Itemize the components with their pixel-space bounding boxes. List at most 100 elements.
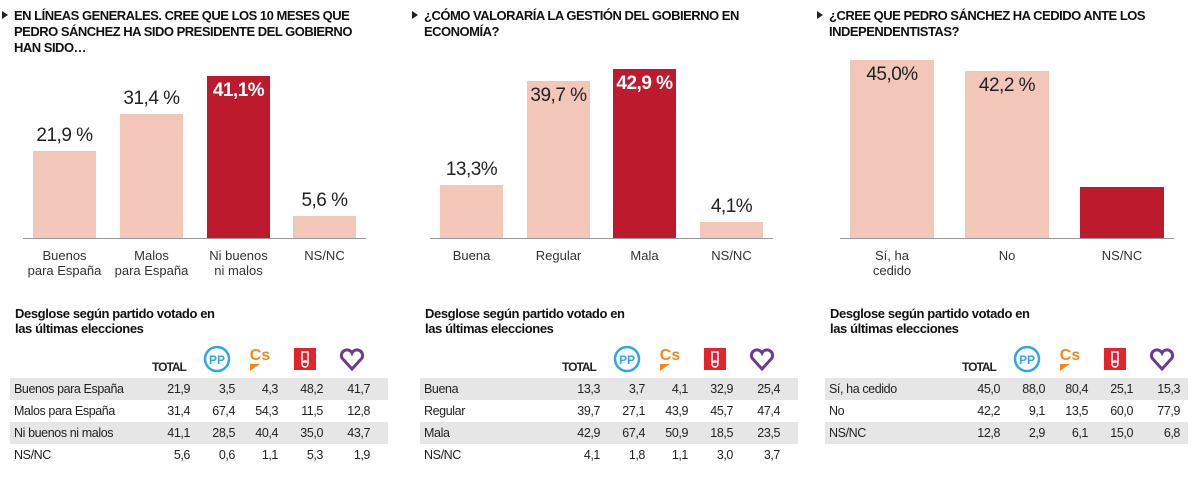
bar-3 xyxy=(700,221,763,238)
category-line: cedido xyxy=(872,263,912,278)
row-label: Ni buenos ni malos xyxy=(14,426,114,440)
cell-value: 50,9 xyxy=(665,426,688,440)
psoe-logo-icon xyxy=(291,345,319,373)
table-row: NS/NC 5,6 0,6 1,1 5,3 1,9 xyxy=(10,444,388,466)
cell-value: 3,7 xyxy=(628,382,646,396)
pp-logo-icon: PP xyxy=(1013,345,1041,373)
cell-value: 4,3 xyxy=(261,382,279,396)
breakdown-line: las últimas elecciones xyxy=(15,321,144,336)
cell-value: 18,5 xyxy=(710,426,733,440)
table-row: Sí, ha cedido 45,0 88,0 80,4 25,1 15,3 xyxy=(825,378,1188,400)
cell-value: 13,5 xyxy=(1065,404,1088,418)
breakdown-line: las últimas elecciones xyxy=(830,321,959,336)
chart-panel: En líneas generales. Cree que los 10 mes… xyxy=(0,0,400,494)
category-line: Ni buenos xyxy=(209,248,268,263)
category-line: NS/NC xyxy=(711,248,752,263)
question-title: ¿Cree que Pedro Sánchez ha cedido ante l… xyxy=(815,8,1180,40)
total-header: TOTAL xyxy=(152,360,187,374)
value-label: 12,8 % xyxy=(1093,161,1151,183)
cell-value: 77,9 xyxy=(1157,404,1180,418)
cell-value: 23,5 xyxy=(757,426,780,440)
row-label: No xyxy=(829,404,845,418)
cell-value: 54,3 xyxy=(255,404,278,418)
breakdown-title: Desglose según partido votado en las últi… xyxy=(15,306,215,336)
cell-value: 12,8 xyxy=(977,426,1000,440)
podemos-heart-icon xyxy=(748,345,776,373)
category-label: Mala xyxy=(598,248,691,263)
svg-text:Cs: Cs xyxy=(1060,347,1081,364)
table-row: Mala 42,9 67,4 50,9 18,5 23,5 xyxy=(420,422,798,444)
baseline xyxy=(840,238,1174,239)
category-label: No xyxy=(950,248,1064,263)
cell-value: 15,0 xyxy=(1110,426,1133,440)
row-label: Mala xyxy=(424,426,450,440)
cell-value: 0,6 xyxy=(218,448,236,462)
bar-0 xyxy=(33,151,96,238)
pp-logo-icon: PP xyxy=(613,345,641,373)
category-label: Regular xyxy=(512,248,605,263)
table-row: Malos para España 31,4 67,4 54,3 11,5 12,8 xyxy=(10,400,388,422)
category-line: Malos xyxy=(134,248,169,263)
cell-value: 40,4 xyxy=(255,426,278,440)
cs-logo-icon: Cs xyxy=(656,345,684,373)
cell-value: 6,8 xyxy=(1163,426,1181,440)
table-row: Buenos para España 21,9 3,5 4,3 48,2 41,7 xyxy=(10,378,388,400)
cell-value: 1,1 xyxy=(671,448,689,462)
category-line: Sí, ha xyxy=(875,248,909,263)
bar-2 xyxy=(613,68,676,238)
cell-value: 31,4 xyxy=(167,404,190,418)
category-label: NS/NC xyxy=(685,248,778,263)
bar-3 xyxy=(293,215,356,238)
breakdown-line: Desglose según partido votado en xyxy=(15,306,215,321)
table-row: Ni buenos ni malos 41,1 28,5 40,4 35,0 43,7 xyxy=(10,422,388,444)
category-line: Regular xyxy=(535,248,582,263)
value-label: 31,4 % xyxy=(123,87,180,109)
cell-value: 25,4 xyxy=(757,382,780,396)
question-title: En líneas generales. Cree que los 10 mes… xyxy=(0,8,380,56)
podemos-heart-icon xyxy=(1148,345,1176,373)
cell-value: 41,1 xyxy=(167,426,190,440)
cell-value: 3,0 xyxy=(716,448,734,462)
cs-logo-icon: Cs xyxy=(246,345,274,373)
cell-value: 6,1 xyxy=(1071,426,1089,440)
category-line: Buenos xyxy=(42,248,87,263)
table-row: Buena 13,3 3,7 4,1 32,9 25,4 xyxy=(420,378,798,400)
cell-value: 28,5 xyxy=(212,426,235,440)
podemos-heart-icon xyxy=(338,345,366,373)
breakdown-title: Desglose según partido votado en las últi… xyxy=(425,306,625,336)
row-label: Sí, ha cedido xyxy=(829,382,897,396)
category-label: NS/NC xyxy=(1065,248,1179,263)
category-label: Buena xyxy=(425,248,518,263)
value-label: 4,1% xyxy=(710,195,753,217)
cell-value: 12,8 xyxy=(347,404,370,418)
row-label: Buenos para España xyxy=(14,382,124,396)
category-line: NS/NC xyxy=(1101,248,1143,263)
cell-value: 9,1 xyxy=(1028,404,1046,418)
arrow-icon xyxy=(817,11,823,19)
arrow-icon xyxy=(412,11,418,19)
total-header: TOTAL xyxy=(962,360,997,374)
question-text: ¿Cómo valoraría la gestión del Gobierno … xyxy=(424,8,739,39)
total-header: TOTAL xyxy=(562,360,597,374)
cell-value: 42,2 xyxy=(977,404,1000,418)
chart-panel: ¿Cree que Pedro Sánchez ha cedido ante l… xyxy=(815,0,1200,494)
value-label: 39,7 % xyxy=(530,85,587,107)
cell-value: 47,4 xyxy=(757,404,780,418)
row-label: NS/NC xyxy=(424,448,461,462)
cell-value: 1,9 xyxy=(353,448,371,462)
cell-value: 25,1 xyxy=(1110,382,1133,396)
table-row: NS/NC 12,8 2,9 6,1 15,0 6,8 xyxy=(825,422,1188,444)
chart-panel: ¿Cómo valoraría la gestión del Gobierno … xyxy=(410,0,810,494)
cell-value: 11,5 xyxy=(301,404,323,418)
table-row: No 42,2 9,1 13,5 60,0 77,9 xyxy=(825,400,1188,422)
row-label: Malos para España xyxy=(14,404,115,418)
value-label: 42,9 % xyxy=(616,72,673,94)
cell-value: 3,5 xyxy=(218,382,236,396)
bar-1 xyxy=(120,113,183,238)
breakdown-line: Desglose según partido votado en xyxy=(425,306,625,321)
cell-value: 48,2 xyxy=(300,382,323,396)
question-text: ¿Cree que Pedro Sánchez ha cedido ante l… xyxy=(829,8,1146,39)
cell-value: 2,9 xyxy=(1028,426,1046,440)
cell-value: 4,1 xyxy=(583,448,601,462)
psoe-logo-icon xyxy=(1101,345,1129,373)
